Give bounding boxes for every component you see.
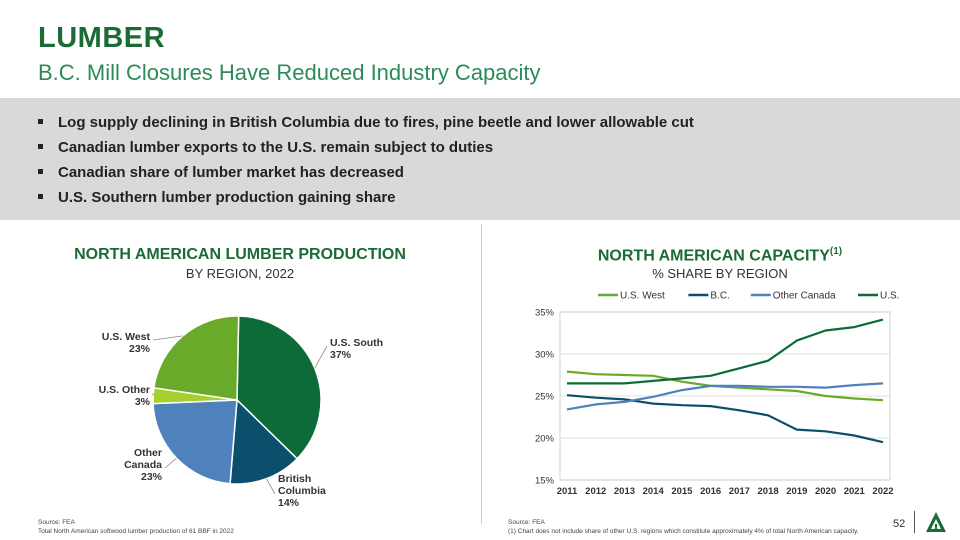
bullet-text: U.S. Southern lumber production gaining … <box>58 189 396 206</box>
x-tick-label: 2017 <box>729 486 750 497</box>
series-line <box>567 318 884 385</box>
y-tick-label: 15% <box>535 476 555 487</box>
capacity-chart-subtitle: % SHARE BY REGION <box>652 266 788 281</box>
page-number-divider <box>914 511 915 533</box>
panel-divider <box>481 224 482 524</box>
pie-slice-label: U.S. Other 3% <box>99 384 151 408</box>
pie-label-line: U.S. West <box>102 331 151 343</box>
x-tick-label: 2016 <box>700 486 721 497</box>
page-subtitle: B.C. Mill Closures Have Reduced Industry… <box>38 60 541 85</box>
bullet-item: Canadian share of lumber market has decr… <box>38 162 694 187</box>
bullet-marker <box>38 168 43 174</box>
capacity-title-text: NORTH AMERICAN CAPACITY <box>597 247 830 265</box>
capacity-source: Source: FEA (1) Chart does not include s… <box>508 518 893 536</box>
capacity-source-line: Source: FEA <box>508 519 545 526</box>
pie-label-line: Columbia <box>278 485 326 497</box>
pie-label-line: British <box>278 473 311 485</box>
pie-label-line: 14% <box>278 497 300 509</box>
pie-leader-line <box>152 335 183 341</box>
y-tick-label: 20% <box>535 434 555 445</box>
series-line <box>566 382 884 411</box>
legend-label: B.C. <box>710 291 729 302</box>
x-tick-label: 2012 <box>585 486 606 497</box>
page-title: LUMBER <box>38 22 166 54</box>
x-tick-label: 2021 <box>844 486 866 497</box>
tree-logo-icon <box>926 512 946 532</box>
y-tick-label: 25% <box>535 392 555 403</box>
pie-label-line: 23% <box>129 343 151 355</box>
x-tick-label: 2020 <box>815 486 836 497</box>
pie-label-line: Canada <box>124 459 162 471</box>
bullet-list: Log supply declining in British Columbia… <box>38 112 694 212</box>
pie-label-line: 37% <box>330 349 352 361</box>
bullet-marker <box>38 193 43 199</box>
bullet-text: Log supply declining in British Columbia… <box>58 114 694 131</box>
pie-slice <box>229 398 299 485</box>
legend-label: U.S. South <box>880 291 900 302</box>
x-tick-label: 2015 <box>671 486 693 497</box>
legend-label: Other Canada <box>773 291 836 302</box>
x-tick-label: 2022 <box>872 486 893 497</box>
x-tick-label: 2018 <box>758 486 779 497</box>
production-source: Source: FEA Total North American softwoo… <box>38 518 234 536</box>
pie-leader-line <box>266 478 276 495</box>
bullet-item: Log supply declining in British Columbia… <box>38 112 694 137</box>
series-line <box>566 394 884 444</box>
pie-leader-line <box>164 457 177 469</box>
production-chart-title: NORTH AMERICAN LUMBER PRODUCTION <box>74 246 406 263</box>
y-tick-label: 30% <box>535 350 555 361</box>
x-tick-label: 2019 <box>786 486 807 497</box>
bullet-marker <box>38 118 43 124</box>
plot-area <box>559 311 891 481</box>
x-tick-label: 2013 <box>614 486 635 497</box>
pie-slice <box>152 399 238 485</box>
pie-label-line: 23% <box>141 471 163 483</box>
y-tick-label: 35% <box>535 308 555 319</box>
page-number: 52 <box>893 518 906 530</box>
production-source-line: Source: FEA <box>38 519 75 526</box>
bullet-marker <box>38 143 43 149</box>
pie-label-line: U.S. Other <box>99 384 150 396</box>
bullet-text: Canadian share of lumber market has decr… <box>58 164 404 181</box>
bullet-item: U.S. Southern lumber production gaining … <box>38 187 694 212</box>
pie-slice <box>153 315 240 401</box>
pie-slice-label: U.S. West 23% <box>102 331 151 355</box>
pie-label-line: Other <box>134 447 162 459</box>
capacity-title-footnote: (1) <box>829 246 843 257</box>
pie-leader-line <box>314 345 328 369</box>
legend-label: U.S. West <box>620 291 665 302</box>
production-pie-chart: U.S. South 37% British Columbia 14% Other Cana… <box>99 315 383 509</box>
x-tick-label: 2011 <box>557 486 578 497</box>
pie-slice-label: U.S. South 37% <box>330 337 383 361</box>
capacity-note: (1) Chart does not include share of othe… <box>508 528 859 535</box>
pie-label-line: U.S. South <box>330 337 383 349</box>
pie-slice-label: British Columbia 14% <box>278 473 326 509</box>
capacity-chart-title: NORTH AMERICAN CAPACITY(1) <box>500 246 940 265</box>
production-note: Total North American softwood lumber pro… <box>38 528 234 535</box>
highlights-band <box>0 98 960 220</box>
pie-slice-label: Other Canada 23% <box>124 447 163 483</box>
production-chart-subtitle: BY REGION, 2022 <box>185 266 295 281</box>
bullet-text: Canadian lumber exports to the U.S. rema… <box>58 139 494 156</box>
bullet-item: Canadian lumber exports to the U.S. rema… <box>38 137 694 162</box>
x-tick-label: 2014 <box>643 486 665 497</box>
pie-label-line: 3% <box>135 396 151 408</box>
